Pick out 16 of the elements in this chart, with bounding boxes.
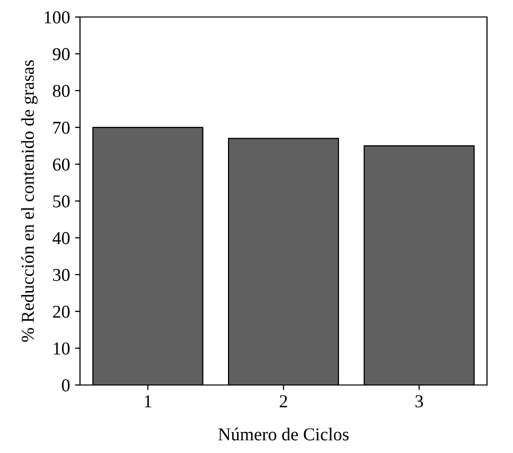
- y-tick-label: 100: [44, 11, 70, 24]
- x-axis-title: Número de Ciclos: [218, 428, 349, 440]
- y-tick-label: 20: [53, 306, 70, 318]
- x-tick-label: 3: [416, 395, 423, 408]
- y-axis-title: % Reducción en el contenido de grasas: [21, 60, 38, 342]
- x-tick-label: 2: [280, 395, 288, 408]
- y-tick-label: 10: [54, 342, 70, 355]
- y-tick-label: 70: [53, 122, 70, 134]
- y-tick-label: 40: [52, 232, 70, 244]
- y-tick-label: 90: [52, 48, 70, 60]
- y-tick-label: 0: [62, 379, 70, 392]
- y-tick-label: 30: [53, 268, 70, 282]
- y-tick-label: 60: [53, 158, 70, 171]
- y-tick-label: 80: [52, 84, 70, 98]
- x-tick-label: 1: [144, 395, 152, 408]
- y-tick-label: 50: [53, 195, 70, 208]
